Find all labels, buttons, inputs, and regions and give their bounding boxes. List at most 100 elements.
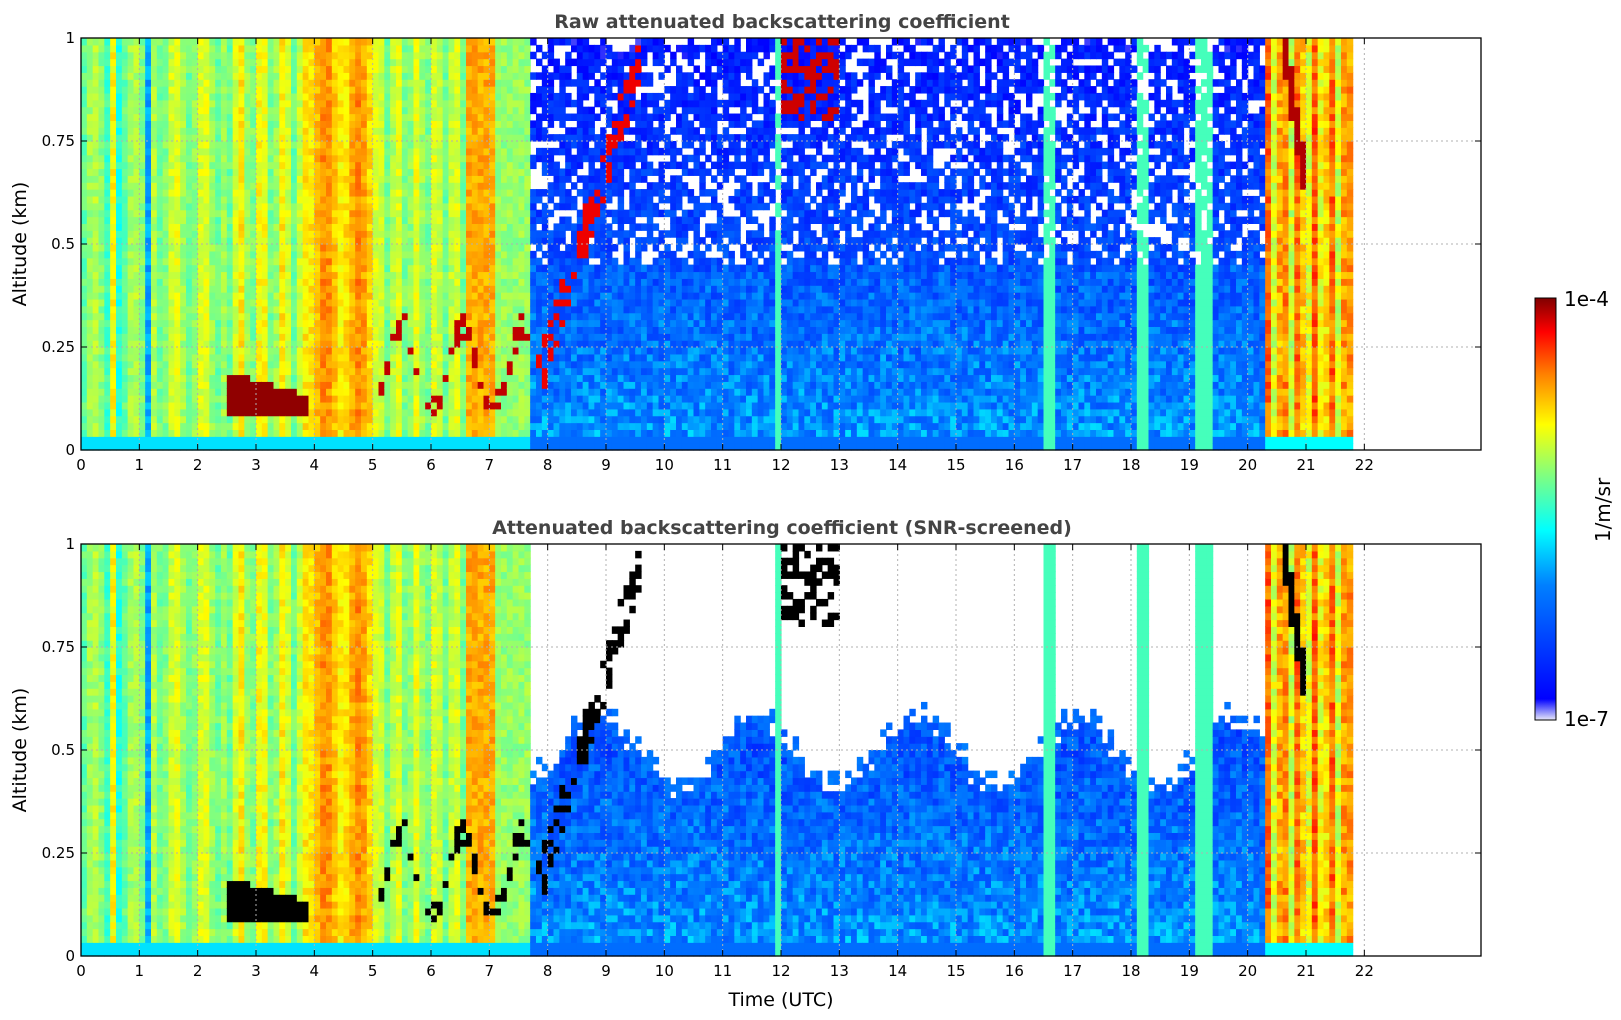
heatmap-cell xyxy=(361,333,367,340)
heatmap-cell xyxy=(320,326,326,333)
heatmap-cell xyxy=(489,175,495,182)
heatmap-cell xyxy=(454,93,460,100)
heatmap-cell xyxy=(99,182,105,189)
heatmap-cell xyxy=(256,93,262,100)
heatmap-cell xyxy=(157,381,163,388)
heatmap-cell xyxy=(489,107,495,114)
heatmap-cell xyxy=(373,134,379,141)
heatmap-cell xyxy=(548,278,554,285)
heatmap-cell xyxy=(221,127,227,134)
heatmap-cell xyxy=(489,120,495,127)
heatmap-cell xyxy=(192,271,198,278)
heatmap-cell xyxy=(186,292,192,299)
heatmap-cell xyxy=(402,306,408,313)
heatmap-cell xyxy=(110,374,116,381)
heatmap-cell xyxy=(221,86,227,93)
heatmap-cell xyxy=(99,381,105,388)
heatmap-cell xyxy=(122,271,128,278)
heatmap-cell xyxy=(489,127,495,134)
heatmap-cell xyxy=(396,168,402,175)
heatmap-cell xyxy=(93,120,99,127)
heatmap-cell xyxy=(379,237,385,244)
heatmap-cell xyxy=(81,65,87,72)
heatmap-cell xyxy=(303,237,309,244)
heatmap-cell xyxy=(571,436,577,443)
heatmap-cell xyxy=(227,436,233,443)
heatmap-cell xyxy=(338,258,344,265)
heatmap-cell xyxy=(449,155,455,162)
heatmap-cell xyxy=(530,251,536,258)
heatmap-cell xyxy=(262,72,268,79)
heatmap-cell xyxy=(349,107,355,114)
heatmap-cell xyxy=(104,395,110,402)
heatmap-cell xyxy=(443,244,449,251)
heatmap-cell xyxy=(326,45,332,52)
heatmap-cell xyxy=(204,251,210,258)
heatmap-cell xyxy=(122,203,128,210)
heatmap-cell xyxy=(390,306,396,313)
heatmap-cell xyxy=(373,79,379,86)
heatmap-cell xyxy=(128,79,134,86)
heatmap-cell xyxy=(524,313,530,320)
heatmap-cell xyxy=(174,258,180,265)
heatmap-cell xyxy=(338,265,344,272)
heatmap-cell xyxy=(110,271,116,278)
heatmap-cell xyxy=(349,86,355,93)
heatmap-cell xyxy=(291,223,297,230)
heatmap-cell xyxy=(402,79,408,86)
heatmap-cell xyxy=(460,162,466,169)
heatmap-cell xyxy=(163,72,169,79)
heatmap-cell xyxy=(507,368,513,375)
heatmap-cell xyxy=(571,278,577,285)
heatmap-cell xyxy=(233,258,239,265)
heatmap-cell xyxy=(495,38,501,45)
heatmap-cell xyxy=(390,72,396,79)
heatmap-cell xyxy=(174,285,180,292)
heatmap-cell xyxy=(87,347,93,354)
heatmap-cell xyxy=(204,354,210,361)
heatmap-cell xyxy=(180,292,186,299)
heatmap-cell xyxy=(209,114,215,121)
heatmap-cell xyxy=(320,299,326,306)
heatmap-cell xyxy=(239,52,245,59)
heatmap-cell xyxy=(332,203,338,210)
heatmap-cell xyxy=(198,265,204,272)
heatmap-cell xyxy=(344,155,350,162)
heatmap-cell xyxy=(414,38,420,45)
heatmap-cell xyxy=(303,402,309,409)
heatmap-cell xyxy=(361,217,367,224)
heatmap-cell xyxy=(519,292,525,299)
heatmap-cell xyxy=(524,374,530,381)
heatmap-cell xyxy=(501,162,507,169)
heatmap-cell xyxy=(239,65,245,72)
heatmap-cell xyxy=(99,299,105,306)
heatmap-cell xyxy=(244,148,250,155)
heatmap-cell xyxy=(151,395,157,402)
heatmap-cell xyxy=(139,79,145,86)
heatmap-cell xyxy=(81,217,87,224)
heatmap-cell xyxy=(507,416,513,423)
heatmap-cell xyxy=(355,429,361,436)
heatmap-cell xyxy=(349,326,355,333)
heatmap-cell xyxy=(87,59,93,66)
heatmap-cell xyxy=(431,340,437,347)
heatmap-cell xyxy=(524,182,530,189)
heatmap-cell xyxy=(408,127,414,134)
heatmap-cell xyxy=(239,203,245,210)
heatmap-cell xyxy=(571,416,577,423)
heatmap-cell xyxy=(379,374,385,381)
heatmap-cell xyxy=(513,148,519,155)
heatmap-cell xyxy=(460,203,466,210)
heatmap-cell xyxy=(244,299,250,306)
heatmap-cell xyxy=(81,52,87,59)
heatmap-cell xyxy=(180,148,186,155)
heatmap-cell xyxy=(501,374,507,381)
heatmap-cell xyxy=(519,416,525,423)
heatmap-cell xyxy=(414,388,420,395)
heatmap-cell xyxy=(437,217,443,224)
heatmap-cell xyxy=(361,120,367,127)
heatmap-cell xyxy=(116,278,122,285)
heatmap-cell xyxy=(454,127,460,134)
heatmap-cell xyxy=(338,251,344,258)
heatmap-cell xyxy=(513,306,519,313)
